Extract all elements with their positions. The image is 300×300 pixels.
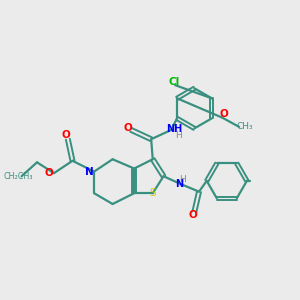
Text: O: O bbox=[45, 168, 54, 178]
Text: O: O bbox=[123, 123, 132, 134]
Text: N: N bbox=[85, 167, 94, 177]
Text: O: O bbox=[219, 109, 228, 119]
Text: Cl: Cl bbox=[168, 77, 179, 87]
Text: N: N bbox=[175, 179, 183, 189]
Text: O: O bbox=[188, 210, 197, 220]
Text: S: S bbox=[149, 188, 156, 198]
Text: H: H bbox=[179, 175, 185, 184]
Text: H: H bbox=[176, 131, 182, 140]
Text: CH₃: CH₃ bbox=[236, 122, 253, 131]
Text: CH₂CH₃: CH₂CH₃ bbox=[3, 172, 33, 181]
Text: NH: NH bbox=[166, 124, 182, 134]
Text: O: O bbox=[62, 130, 71, 140]
